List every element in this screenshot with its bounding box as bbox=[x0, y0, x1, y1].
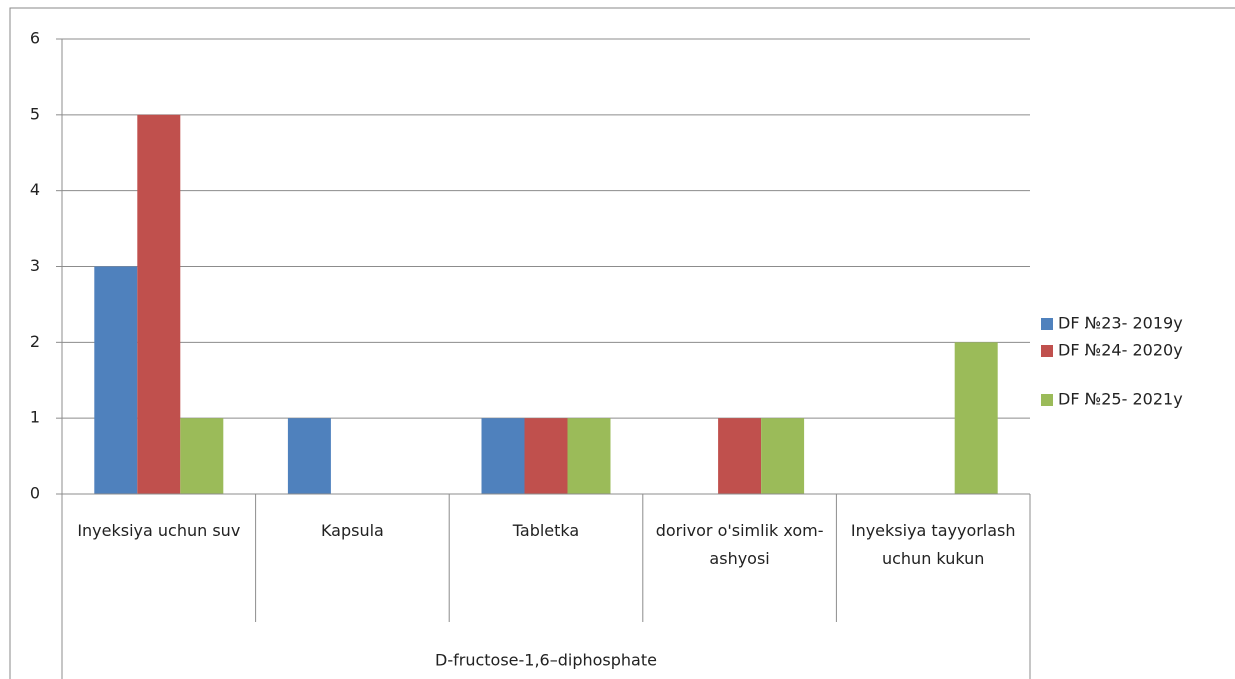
legend-label: DF №25- 2021y bbox=[1058, 390, 1183, 409]
legend-swatch bbox=[1041, 345, 1053, 357]
y-tick-label: 6 bbox=[30, 29, 40, 48]
x-tick-label: Tabletka bbox=[512, 521, 580, 540]
legend-label: DF №24- 2020y bbox=[1058, 341, 1183, 360]
y-tick-label: 1 bbox=[30, 408, 40, 427]
bar bbox=[524, 418, 568, 494]
x-tick-label: Inyeksiya tayyorlash uchun kukun bbox=[850, 521, 1016, 568]
bar bbox=[94, 266, 138, 494]
bar bbox=[137, 114, 181, 494]
y-tick-label: 2 bbox=[30, 332, 40, 351]
y-tick-label: 4 bbox=[30, 180, 40, 199]
legend-label: DF №23- 2019y bbox=[1058, 314, 1183, 333]
y-tick-label: 3 bbox=[30, 256, 40, 275]
x-tick-label: Kapsula bbox=[320, 521, 384, 540]
bar bbox=[180, 418, 224, 494]
bar bbox=[567, 418, 611, 494]
y-tick-label: 5 bbox=[30, 104, 40, 123]
chart-border bbox=[9, 7, 1235, 679]
bar bbox=[761, 418, 805, 494]
group-label: D-fructose-1,6–diphosphate bbox=[435, 651, 657, 670]
y-tick-label: 0 bbox=[30, 484, 40, 503]
bar bbox=[954, 342, 998, 494]
bar bbox=[718, 418, 762, 494]
bar bbox=[481, 418, 525, 494]
x-tick-label: dorivor o'simlik xom-ashyosi bbox=[655, 521, 824, 568]
x-tick-label: Inyeksiya uchun suv bbox=[77, 521, 241, 540]
legend-swatch bbox=[1041, 394, 1053, 406]
legend-swatch bbox=[1041, 318, 1053, 330]
bar bbox=[287, 418, 331, 494]
